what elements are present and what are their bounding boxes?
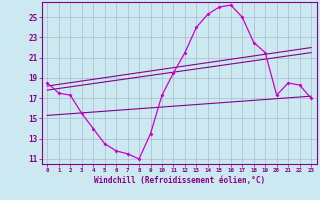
X-axis label: Windchill (Refroidissement éolien,°C): Windchill (Refroidissement éolien,°C): [94, 176, 265, 185]
